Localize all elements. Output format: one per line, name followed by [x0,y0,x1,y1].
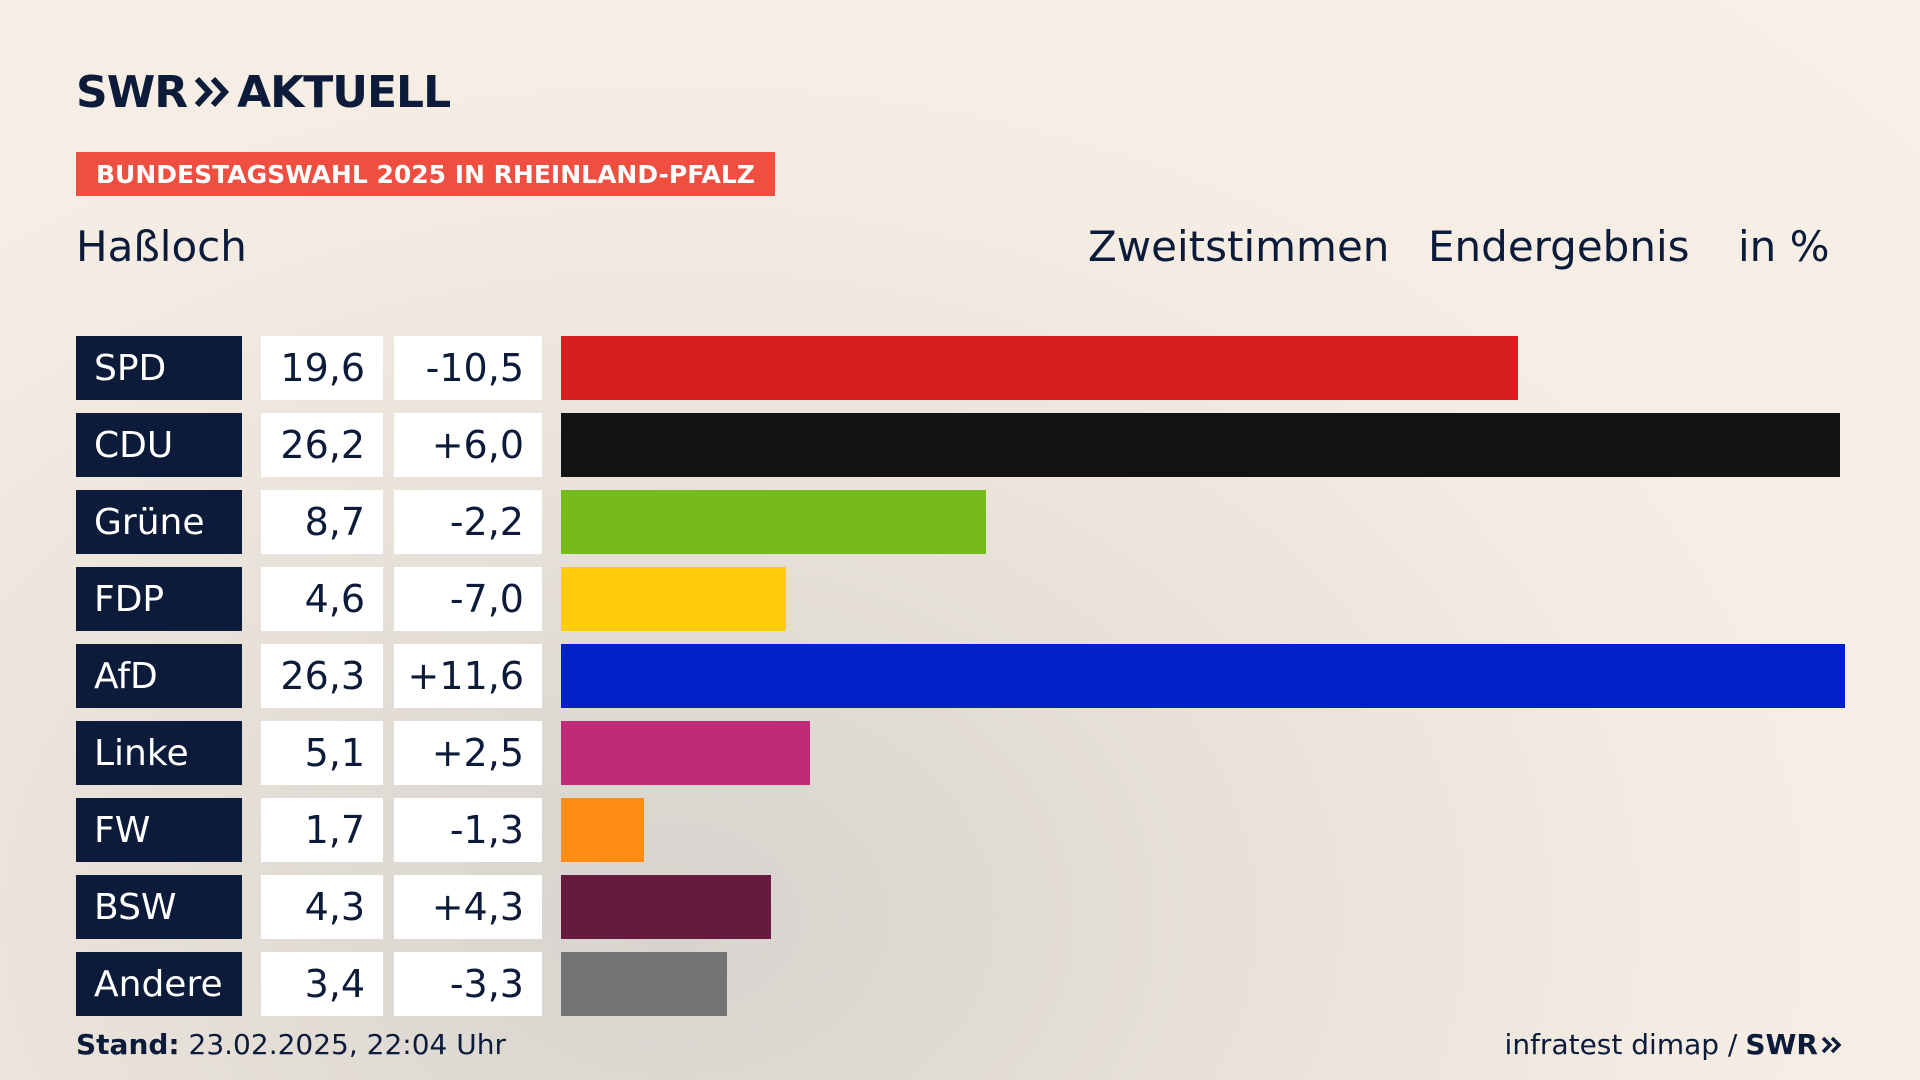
bar-bsw [561,875,771,939]
place-title: Haßloch [76,222,247,271]
logo-aktuell-text: AKTUELL [237,66,451,118]
diff-label: +4,3 [394,875,542,939]
value-label: 3,4 [261,952,383,1016]
diff-label: -10,5 [394,336,542,400]
swr-aktuell-logo: SWR AKTUELL [76,66,451,118]
diff-label: +2,5 [394,721,542,785]
value-label: 19,6 [261,336,383,400]
value-label: 26,2 [261,413,383,477]
value-label: 1,7 [261,798,383,862]
footer-stand: Stand: 23.02.2025, 22:04 Uhr [76,1028,506,1061]
double-chevron-icon [194,76,230,108]
bar-cdu [561,413,1840,477]
footer-double-chevron-icon [1821,1036,1842,1053]
header-unit: in % [1738,222,1830,271]
stand-value: 23.02.2025, 22:04 Uhr [188,1028,506,1061]
party-label: Grüne [76,490,242,554]
bar-grüne [561,490,986,554]
party-label: CDU [76,413,242,477]
party-label: FW [76,798,242,862]
value-label: 5,1 [261,721,383,785]
stand-label: Stand: [76,1028,180,1061]
party-label: Linke [76,721,242,785]
bar-spd [561,336,1518,400]
party-label: AfD [76,644,242,708]
party-label: Andere [76,952,242,1016]
diff-label: -3,3 [394,952,542,1016]
value-label: 26,3 [261,644,383,708]
value-label: 4,3 [261,875,383,939]
footer-swr-text: SWR [1745,1028,1818,1061]
header-result: Endergebnis [1428,222,1690,271]
diff-label: -1,3 [394,798,542,862]
footer-swr-logo: SWR [1745,1028,1844,1061]
diff-label: +6,0 [394,413,542,477]
election-badge: BUNDESTAGSWAHL 2025 IN RHEINLAND-PFALZ [76,152,775,196]
value-label: 8,7 [261,490,383,554]
party-label: FDP [76,567,242,631]
bar-andere [561,952,727,1016]
bar-afd [561,644,1845,708]
party-label: BSW [76,875,242,939]
diff-label: +11,6 [394,644,542,708]
bar-fdp [561,567,786,631]
logo-swr-text: SWR [76,66,188,118]
source-text: infratest dimap / [1504,1028,1738,1061]
footer-source: infratest dimap / SWR [1505,1028,1844,1061]
diff-label: -2,2 [394,490,542,554]
bar-fw [561,798,644,862]
diff-label: -7,0 [394,567,542,631]
bar-linke [561,721,810,785]
party-label: SPD [76,336,242,400]
header-vote-type: Zweitstimmen [1088,222,1390,271]
value-label: 4,6 [261,567,383,631]
